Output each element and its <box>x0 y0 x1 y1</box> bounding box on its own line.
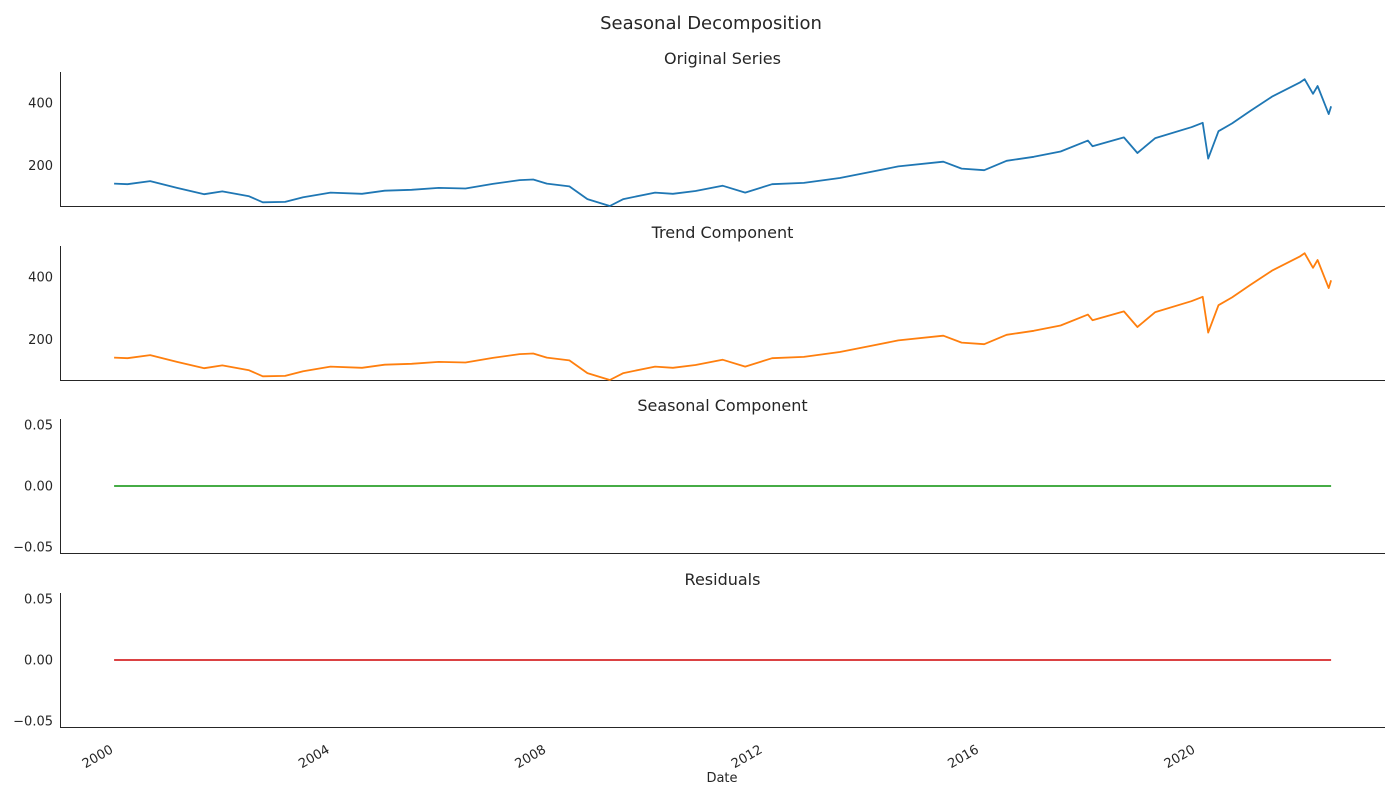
x-tick-label: 2000 <box>80 742 116 772</box>
x-tick-label: 2008 <box>513 742 549 772</box>
y-tick-label: 0.05 <box>24 419 53 434</box>
x-axis-label: Date <box>706 771 737 786</box>
x-tick-label: 2012 <box>729 742 765 772</box>
panel-trend-component: Trend Component 200 400 <box>28 223 1385 381</box>
y-tick-label: 400 <box>28 97 53 112</box>
panel-seasonal-component: Seasonal Component 0.05 0.00 −0.05 <box>13 396 1385 555</box>
y-tick-label: 400 <box>28 271 53 286</box>
x-tick-label: 2016 <box>945 742 981 772</box>
y-tick-label: −0.05 <box>13 714 53 729</box>
panel-title-residuals: Residuals <box>685 570 761 589</box>
panel-title-original-series: Original Series <box>664 49 781 68</box>
panel-title-trend-component: Trend Component <box>651 223 794 242</box>
x-tick-label: 2020 <box>1162 742 1198 772</box>
y-tick-label: 0.00 <box>24 480 53 495</box>
y-tick-label: 200 <box>28 159 53 174</box>
x-tick-label: 2004 <box>296 742 332 772</box>
series-line-trend-component <box>114 252 1332 381</box>
panel-title-seasonal-component: Seasonal Component <box>637 396 807 415</box>
figure-title: Seasonal Decomposition <box>600 13 822 34</box>
y-tick-label: 0.00 <box>24 654 53 669</box>
y-tick-label: −0.05 <box>13 540 53 555</box>
panel-residuals: Residuals 0.05 0.00 −0.05 <box>13 570 1385 729</box>
series-line-original-series <box>114 78 1332 207</box>
y-tick-label: 200 <box>28 333 53 348</box>
panel-original-series: Original Series 200 400 <box>28 49 1385 207</box>
y-tick-label: 0.05 <box>24 593 53 608</box>
